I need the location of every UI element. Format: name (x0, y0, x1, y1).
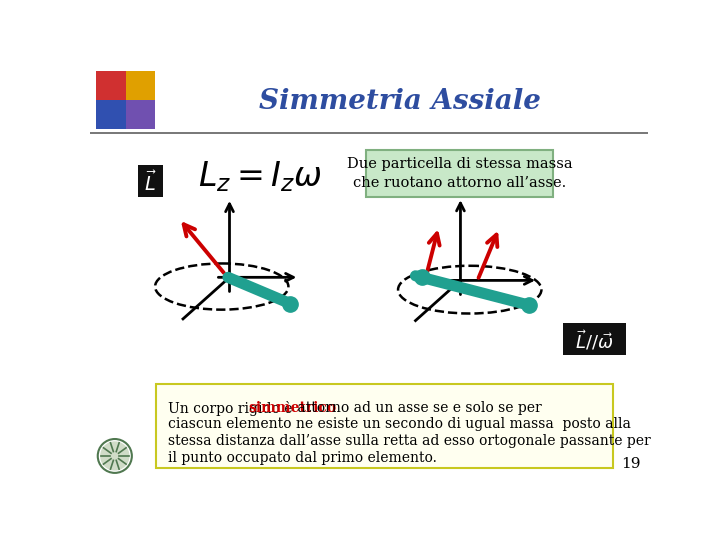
Text: Un corpo rigido è: Un corpo rigido è (168, 401, 297, 415)
Text: 19: 19 (621, 457, 640, 471)
Text: $L_z = I_z\omega$: $L_z = I_z\omega$ (198, 159, 323, 194)
Text: stessa distanza dall’asse sulla retta ad esso ortogonale passante per: stessa distanza dall’asse sulla retta ad… (168, 434, 650, 448)
Text: Due particella di stessa massa
che ruotano attorno all’asse.: Due particella di stessa massa che ruota… (347, 157, 572, 190)
Bar (96, 71, 126, 100)
Text: $\vec{L}//\vec{\omega}$: $\vec{L}//\vec{\omega}$ (575, 328, 613, 353)
Bar (563, 323, 626, 355)
Text: $\vec{L}$: $\vec{L}$ (144, 171, 157, 195)
FancyBboxPatch shape (156, 384, 613, 468)
Circle shape (100, 441, 130, 470)
Bar (96, 100, 126, 130)
Bar (126, 71, 155, 100)
Text: Simmetria Assiale: Simmetria Assiale (259, 88, 541, 115)
FancyBboxPatch shape (366, 150, 554, 197)
Text: il punto occupato dal primo elemento.: il punto occupato dal primo elemento. (168, 451, 436, 465)
Text: ciascun elemento ne esiste un secondo di ugual massa  posto alla: ciascun elemento ne esiste un secondo di… (168, 417, 631, 431)
Bar (126, 100, 155, 130)
Bar (138, 165, 163, 197)
Text: simmetrico: simmetrico (248, 401, 336, 415)
Text: attorno ad un asse se e solo se per: attorno ad un asse se e solo se per (293, 401, 542, 415)
